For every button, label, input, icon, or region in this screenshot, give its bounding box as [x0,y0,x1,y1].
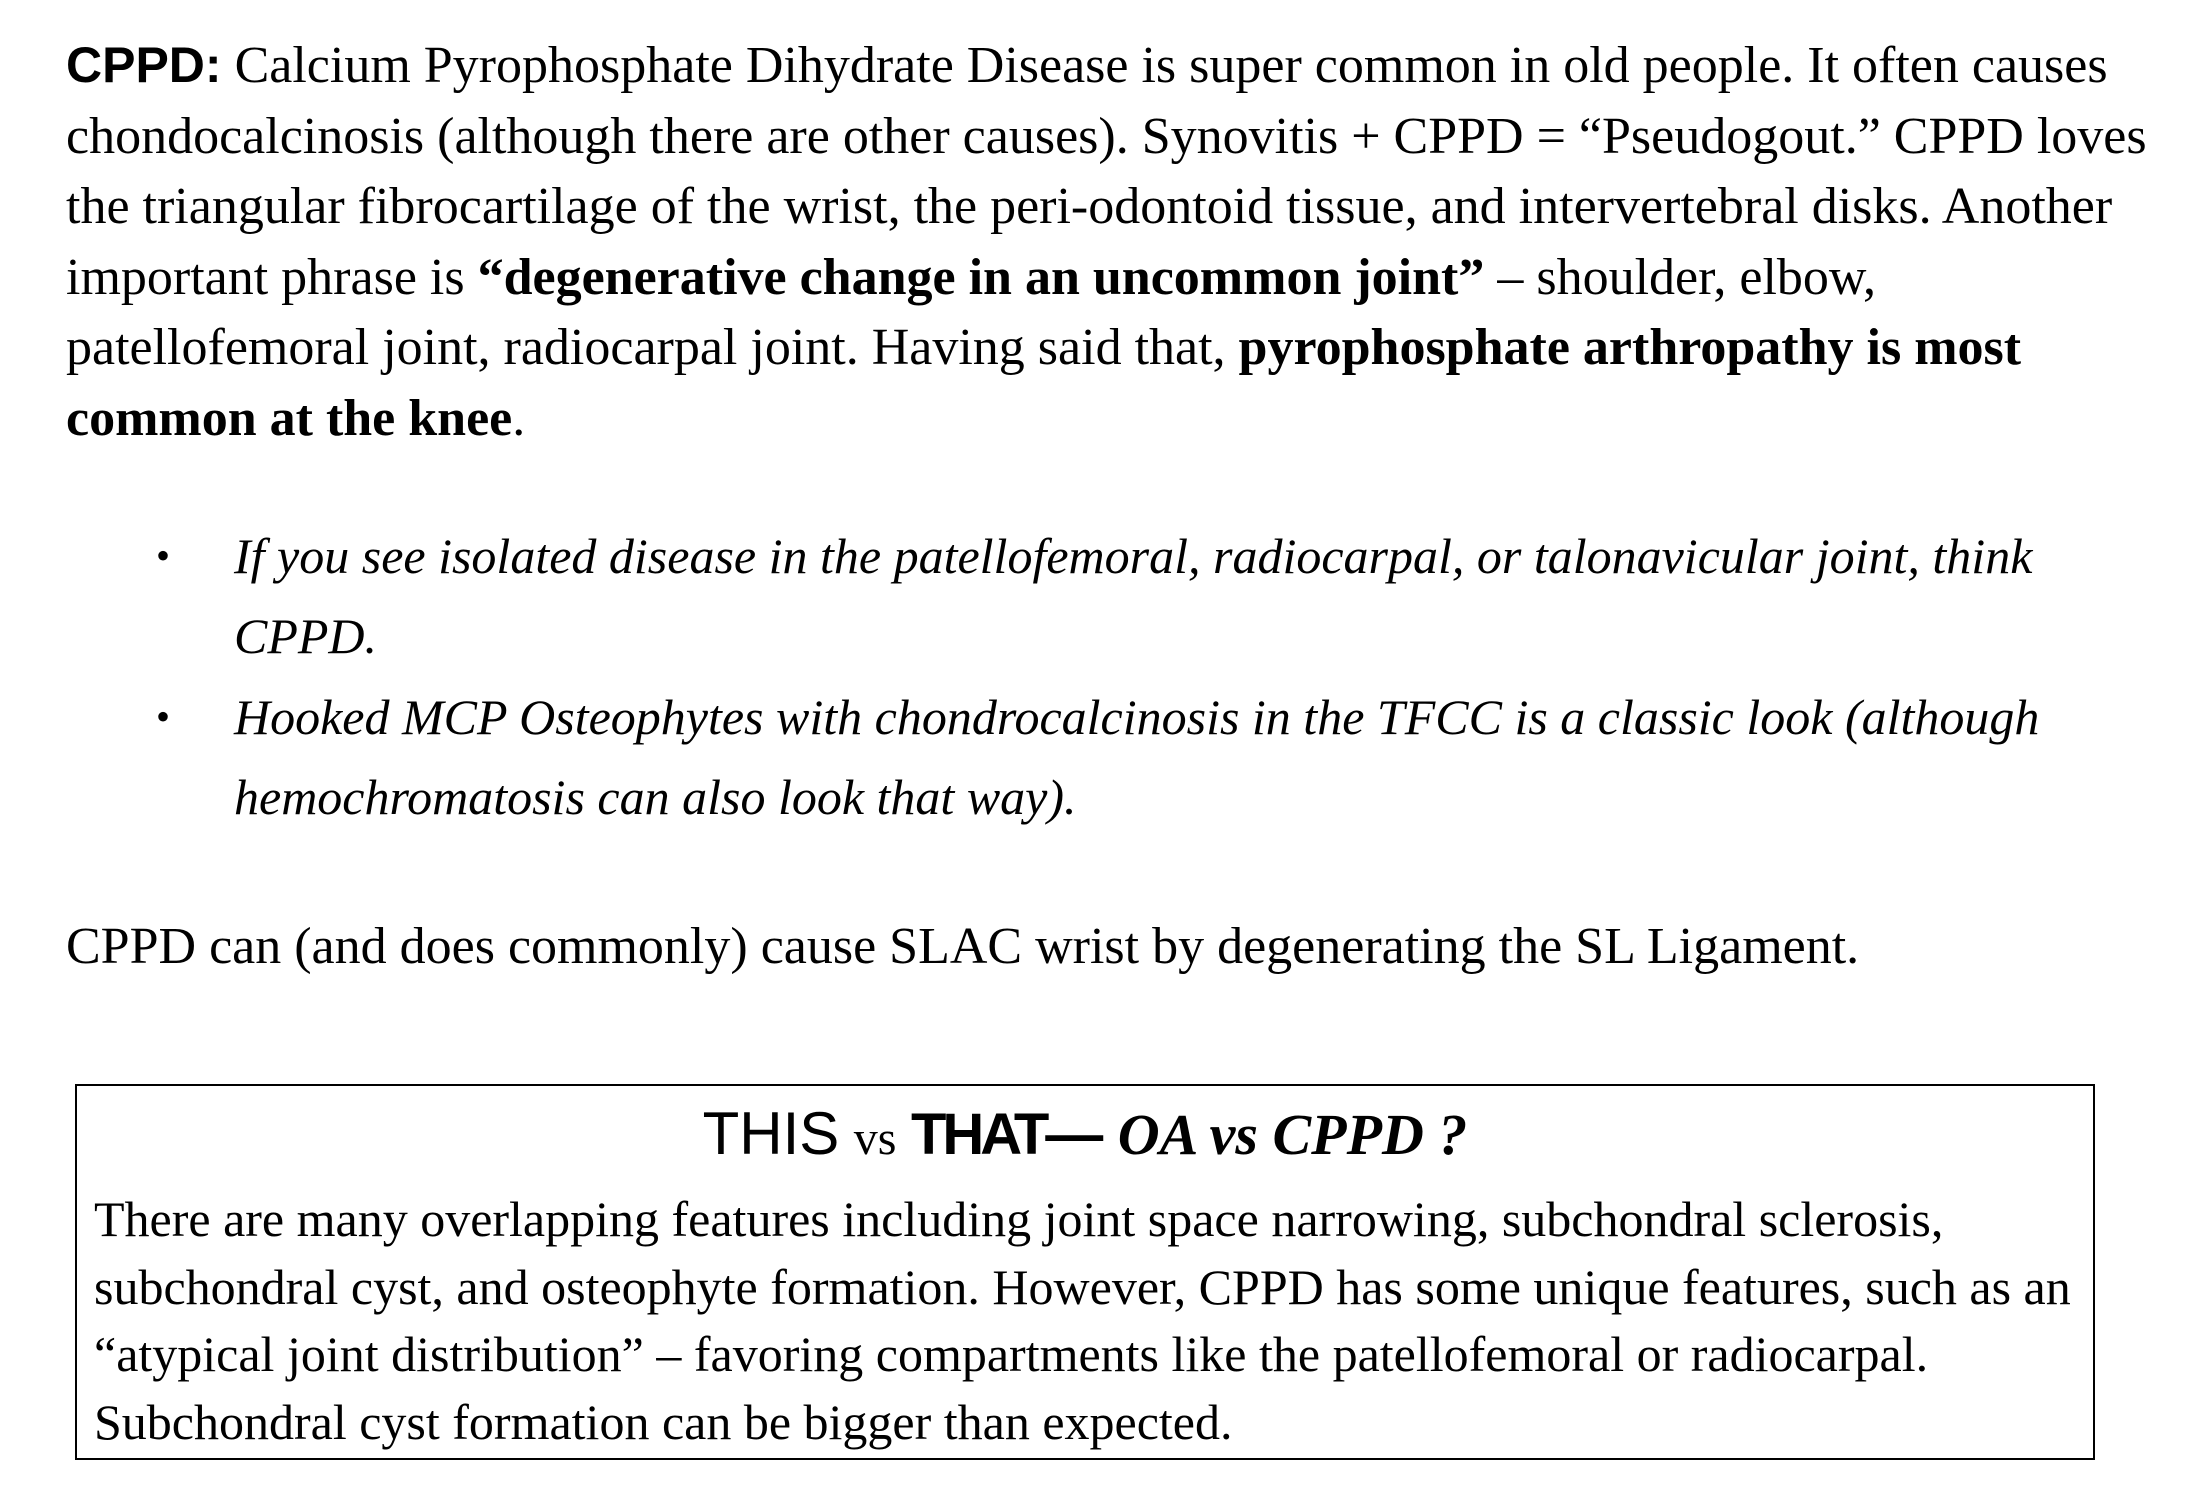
heading-that: THAT [910,1102,1049,1167]
heading-dash: — [1045,1102,1104,1167]
intro-text-1: Calcium Pyrophosphate Dihydrate Disease … [66,37,2147,306]
bullet-text: Hooked MCP Osteophytes with chondrocalci… [234,689,2040,825]
bullet-marker: • [156,533,171,578]
this-vs-that-box: THIS vs THAT— OA vs CPPD ? There are man… [75,1084,2095,1460]
cppd-lead-term: CPPD: [66,37,222,93]
intro-text-3: . [512,389,526,447]
intro-bold-phrase-2: pyrophosphate arthropathy is most common… [66,319,2022,447]
bullet-item-hooked-osteophytes: • Hooked MCP Osteophytes with chondrocalc… [66,677,2156,837]
bullet-marker: • [156,694,171,739]
heading-vs: vs [853,1112,897,1165]
heading-this: THIS [702,1100,840,1167]
bullet-list: • If you see isolated disease in the pate… [66,516,2156,838]
intro-bold-phrase-1: “degenerative change in an uncommon join… [477,248,1485,306]
bullet-text: If you see isolated disease in the patel… [234,528,2033,664]
box-body-text: There are many overlapping features incl… [94,1191,2071,1450]
heading-topic: OA vs CPPD ? [1117,1102,1468,1167]
intro-text-2: – shoulder, elbow, patellofemoral joint,… [66,248,1877,377]
intro-paragraph: CPPD: Calcium Pyrophosphate Dihydrate Di… [66,30,2156,454]
slac-wrist-paragraph: CPPD can (and does commonly) cause SLAC … [66,918,1860,975]
bullet-item-isolated-disease: • If you see isolated disease in the pate… [66,516,2156,676]
box-heading: THIS vs THAT— OA vs CPPD ? [77,1094,2093,1179]
